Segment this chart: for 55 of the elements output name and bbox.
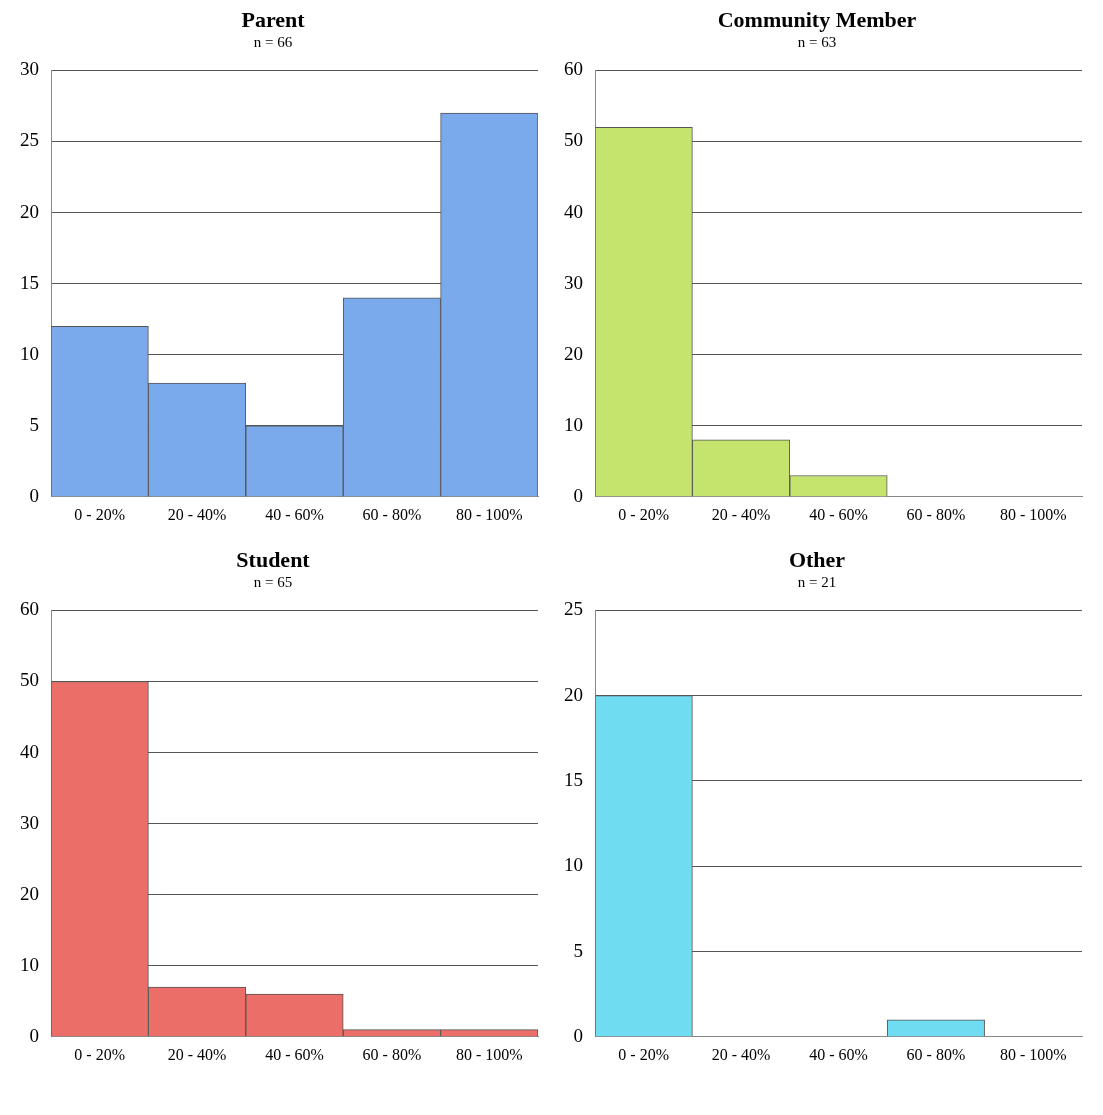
y-tick-label: 40 (20, 740, 39, 762)
y-tick-label: 0 (573, 1024, 583, 1046)
y-tick-label: 15 (20, 271, 39, 293)
y-tick-label: 60 (20, 598, 39, 620)
x-tick-label: 80 - 100% (455, 505, 523, 523)
y-tick-label: 5 (573, 939, 583, 961)
x-tick-label: 0 - 20% (74, 1045, 126, 1063)
x-tick-label: 20 - 40% (711, 505, 771, 523)
chart-title: Student (236, 546, 311, 572)
x-tick-label: 40 - 60% (265, 1045, 324, 1063)
y-tick-label: 40 (564, 200, 583, 222)
y-tick-label: 20 (20, 200, 39, 222)
y-tick-label: 20 (20, 882, 39, 904)
chart-subtitle: n = 66 (253, 34, 293, 51)
y-tick-label: 0 (573, 484, 583, 506)
y-tick-label: 10 (20, 342, 39, 364)
x-tick-label: 40 - 60% (265, 505, 324, 523)
x-tick-label: 20 - 40% (167, 1045, 227, 1063)
y-tick-label: 0 (29, 1024, 39, 1046)
y-tick-label: 25 (20, 129, 39, 151)
y-tick-label: 50 (20, 669, 39, 691)
x-tick-label: 80 - 100% (999, 1045, 1067, 1063)
y-tick-label: 5 (29, 413, 39, 435)
chart-title: Parent (241, 6, 306, 32)
chart-subtitle: n = 65 (253, 574, 293, 591)
x-tick-label: 0 - 20% (74, 505, 126, 523)
chart-subtitle: n = 63 (797, 34, 837, 51)
x-tick-label: 40 - 60% (809, 505, 868, 523)
x-tick-label: 60 - 80% (906, 505, 966, 523)
x-tick-label: 40 - 60% (809, 1045, 868, 1063)
y-tick-label: 15 (564, 768, 583, 790)
y-tick-label: 30 (20, 811, 39, 833)
x-tick-label: 60 - 80% (362, 505, 422, 523)
x-tick-label: 0 - 20% (618, 1045, 670, 1063)
x-tick-label: 0 - 20% (618, 505, 670, 523)
x-tick-label: 60 - 80% (362, 1045, 422, 1063)
y-tick-label: 30 (20, 58, 39, 80)
y-tick-label: 20 (564, 342, 583, 364)
chart-title: Community Member (717, 6, 917, 32)
y-tick-label: 10 (564, 413, 583, 435)
y-tick-label: 10 (564, 854, 583, 876)
y-tick-label: 0 (29, 484, 39, 506)
y-tick-label: 20 (564, 683, 583, 705)
chart-title: Other (788, 546, 846, 572)
y-tick-label: 25 (564, 598, 583, 620)
y-tick-label: 60 (564, 58, 583, 80)
x-tick-label: 80 - 100% (999, 505, 1067, 523)
x-tick-label: 80 - 100% (455, 1045, 523, 1063)
y-tick-label: 10 (20, 953, 39, 975)
y-tick-label: 30 (564, 271, 583, 293)
chart-subtitle: n = 21 (797, 574, 837, 591)
x-tick-label: 20 - 40% (167, 505, 227, 523)
x-tick-label: 20 - 40% (711, 1045, 771, 1063)
y-tick-label: 50 (564, 129, 583, 151)
x-tick-label: 60 - 80% (906, 1045, 966, 1063)
